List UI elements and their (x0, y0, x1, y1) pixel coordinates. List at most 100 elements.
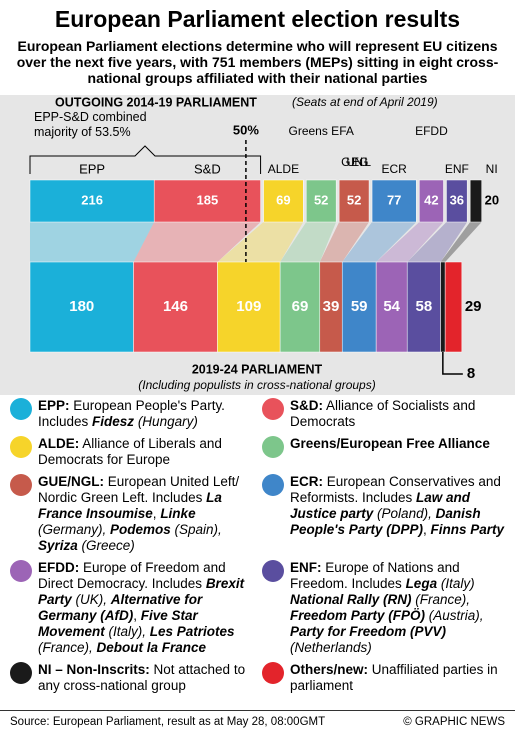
bar-segment (133, 261, 218, 353)
legend-key: ECR: (290, 474, 323, 489)
value-label: 185 (197, 192, 219, 207)
legend-text: (Greece) (77, 538, 135, 553)
legend-text: (Italy), (104, 624, 150, 639)
source: Source: European Parliament, result as a… (10, 716, 326, 728)
legend-swatch (10, 560, 32, 582)
bar-segment (375, 261, 408, 353)
chart: 216 EPP 185 S&D 69 ALDE 52 Greens EFA 52 GUE NGL 7… (0, 95, 515, 395)
legend-text: (UK), (71, 592, 111, 607)
legend-text: Unaffiliated parties in parliament (290, 662, 498, 693)
legend-item: GUE/NGL: European United Left/ Nordic Gr… (8, 474, 260, 554)
legend-item: Greens/European Free Alliance (260, 436, 508, 468)
legend-item: ECR: European Conservatives and Reformis… (260, 474, 508, 554)
legend-text: La France Insoumise (38, 490, 222, 521)
legend-key: ALDE: (38, 436, 80, 451)
legend-text: Alliance of Socialists and Democrats (290, 398, 476, 429)
value-label: 77 (387, 192, 401, 207)
series-label: S&D (194, 161, 221, 176)
legend-text: National Rally (RN) (290, 592, 412, 607)
bar-segment (217, 261, 281, 353)
legend-text: Five Star Movement (38, 608, 198, 639)
subtitle: European Parliament elections determine … (16, 38, 499, 86)
flow (407, 222, 468, 262)
value-label: 69 (292, 298, 309, 315)
value-label: 39 (323, 298, 340, 315)
value-label: 54 (383, 298, 400, 315)
bar-segment (444, 261, 463, 353)
series-label: NI (486, 162, 498, 176)
series-label: ALDE (268, 162, 299, 176)
legend-text: Syriza (38, 538, 78, 553)
legend-item: NI – Non-Inscrits: Not attached to any c… (8, 662, 260, 694)
legend-key: EFDD: (38, 560, 80, 575)
value-label: 146 (163, 298, 188, 315)
flow (319, 222, 370, 262)
legend-swatch (262, 474, 284, 496)
category-label: 2019-24 PARLIAMENT (192, 362, 323, 376)
legend-item: S&D: Alliance of Socialists and Democrat… (260, 398, 508, 430)
series-label: EFDD (415, 124, 448, 138)
legend-text: (Italy) (437, 576, 475, 591)
annotation: EPP-S&D combined majority of 53.5% (34, 110, 147, 139)
bar-segment (371, 179, 417, 223)
legend-text: Finns Party (430, 522, 505, 537)
value-label: 8 (467, 365, 475, 382)
series-label: EPP (79, 161, 105, 176)
bar-segment (153, 179, 261, 223)
legend-item: ENF: Europe of Nations and Freedom. Incl… (260, 560, 508, 656)
legend-text: Debout la France (96, 640, 207, 655)
value-label: 109 (236, 298, 261, 315)
bar-segment (341, 261, 377, 353)
flow (133, 222, 261, 262)
title: European Parliament election results (54, 6, 461, 32)
legend-text: Les Patriotes (149, 624, 235, 639)
legend-swatch (10, 398, 32, 420)
legend-text: Brexit Party (38, 576, 245, 607)
legend-text: Not attached to any cross-national group (38, 662, 246, 693)
leader-line (442, 352, 463, 375)
legend-text: European United Left/ Nordic Green Left.… (38, 474, 240, 505)
legend-text: Podemos (110, 522, 171, 537)
series-label: GUE NGL (341, 155, 371, 169)
legend-key: Others/new: (290, 662, 369, 677)
legend-key: GUE/NGL: (38, 474, 104, 489)
legend-swatch (10, 474, 32, 496)
legend-text: (Spain), (170, 522, 222, 537)
legend-text: (France), (38, 640, 97, 655)
legend-text: , (133, 608, 141, 623)
flow (376, 222, 444, 262)
legend-key: EPP: (38, 398, 70, 413)
legend-text: (Poland), (373, 506, 436, 521)
legend-text: Europe of Nations and Freedom. Includes (290, 560, 460, 591)
category-note: (Including populists in cross-national g… (138, 378, 375, 392)
flow (30, 222, 155, 262)
flow (280, 222, 337, 262)
value-label: 58 (416, 298, 433, 315)
category-label: OUTGOING 2014-19 PARLIAMENT (55, 95, 257, 109)
value-label: 59 (351, 298, 368, 315)
value-label: 52 (347, 192, 361, 207)
annotation-box: EPP-S&D combined majority of 53.5% (34, 110, 147, 139)
value-label: 216 (81, 192, 103, 207)
legend-key: Greens/European Free Alliance (290, 436, 490, 451)
footer: Source: European Parliament, result as a… (0, 710, 515, 728)
bar-segment (306, 179, 337, 223)
legend-item: Others/new: Unaffiliated parties in parl… (260, 662, 508, 694)
legend-swatch (262, 560, 284, 582)
legend-text: Alliance of Liberals and Democrats for E… (38, 436, 222, 467)
legend-text: Lega (405, 576, 438, 591)
value-label: 52 (314, 192, 328, 207)
value-label: 180 (69, 298, 94, 315)
legend-swatch (262, 436, 284, 458)
legend-key: S&D: (290, 398, 323, 413)
value-label: 36 (450, 192, 464, 207)
value-label: 29 (465, 298, 482, 315)
legend-swatch (262, 662, 284, 684)
legend: EPP: European People's Party. Includes F… (8, 398, 508, 694)
bar-segment (446, 179, 468, 223)
bar-segment (263, 179, 304, 223)
legend-text: Party for Freedom (PVV) (290, 624, 447, 639)
bar-segment (440, 261, 446, 353)
legend-text: Danish People's Party (DPP) (290, 506, 481, 537)
legend-text: (Hungary) (134, 414, 198, 429)
